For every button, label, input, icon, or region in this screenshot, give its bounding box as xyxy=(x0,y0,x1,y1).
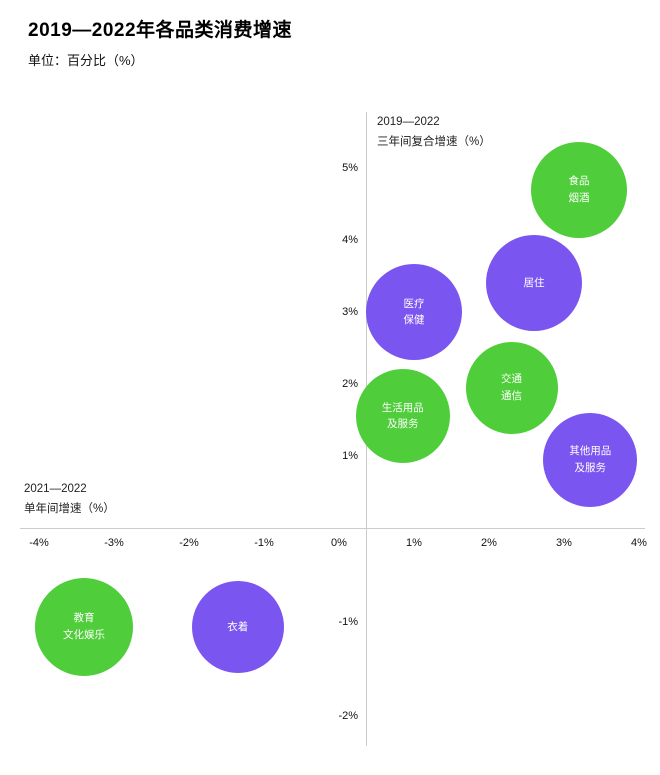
x-tick-label: 3% xyxy=(556,537,572,549)
bubble-clothing: 衣着 xyxy=(191,580,284,673)
x-axis-title-line2: 单年间增速（%） xyxy=(24,502,115,515)
bubble-label: 及服务 xyxy=(387,418,419,431)
bubble-household-goods-services: 生活用品 及服务 xyxy=(355,369,450,464)
bubble-education-culture-entertainment: 教育 文化娱乐 xyxy=(35,577,133,676)
bubble-label: 文化娱乐 xyxy=(63,628,105,641)
bubble-label: 及服务 xyxy=(574,461,607,474)
y-tick-label: 1% xyxy=(342,450,358,462)
bubble-label: 烟酒 xyxy=(568,191,590,204)
bubble-label: 通信 xyxy=(501,389,522,402)
y-axis-title-line1: 2019—2022 xyxy=(377,116,440,128)
x-tick-label: -3% xyxy=(104,537,124,549)
bubble-label: 衣着 xyxy=(227,620,249,633)
bubble-healthcare: 医疗 保健 xyxy=(366,264,462,360)
x-tick-label: -2% xyxy=(179,537,199,549)
y-tick-label: 4% xyxy=(342,234,358,246)
bubble-label: 交通 xyxy=(501,373,522,386)
x-tick-label: -4% xyxy=(29,537,49,549)
y-tick-label: -2% xyxy=(338,710,358,722)
bubble-label: 生活用品 xyxy=(381,402,424,415)
x-tick-label: 2% xyxy=(481,537,497,549)
x-axis-line xyxy=(20,528,645,529)
x-axis-title: 2021—2022 单年间增速（%） xyxy=(24,480,115,519)
x-tick-label: 4% xyxy=(631,537,647,549)
bubble-label: 医疗 xyxy=(403,297,425,310)
bubble-other-goods-services: 其他用品 及服务 xyxy=(543,412,638,507)
y-tick-label: -1% xyxy=(338,616,358,628)
y-tick-label: 5% xyxy=(342,162,358,174)
x-tick-label: -1% xyxy=(254,537,274,549)
x-axis-title-line1: 2021—2022 xyxy=(24,483,87,495)
bubble-label: 其他用品 xyxy=(569,445,612,458)
chart-unit-subtitle: 单位：百分比（%） xyxy=(28,53,144,68)
bubble-label: 居住 xyxy=(523,277,545,290)
x-tick-label: 1% xyxy=(406,537,422,549)
x-tick-label: 0% xyxy=(331,537,347,549)
y-axis-title-line2: 三年间复合增速（%） xyxy=(377,135,491,148)
bubble-housing: 居住 xyxy=(486,235,582,332)
bubble-transport-communication: 交通 通信 xyxy=(465,341,558,434)
bubble-food-tobacco-alcohol: 食品 烟酒 xyxy=(531,141,627,238)
bubble-label: 保健 xyxy=(403,314,425,326)
y-tick-label: 3% xyxy=(342,306,358,318)
y-tick-label: 2% xyxy=(342,378,358,390)
y-axis-title: 2019—2022 三年间复合增速（%） xyxy=(377,113,491,152)
chart-title: 2019—2022年各品类消费增速 xyxy=(28,20,293,41)
bubble-label: 食品 xyxy=(568,175,590,188)
bubble-label: 教育 xyxy=(73,612,95,625)
